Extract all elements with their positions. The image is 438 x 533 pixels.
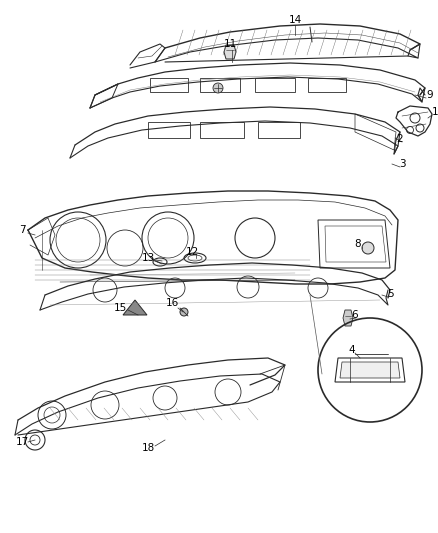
Text: 17: 17 (15, 437, 28, 447)
Polygon shape (123, 300, 147, 315)
Text: 18: 18 (141, 443, 155, 453)
Text: 16: 16 (166, 298, 179, 308)
Circle shape (213, 83, 223, 93)
Text: 12: 12 (185, 247, 198, 257)
Polygon shape (340, 362, 400, 378)
Text: 11: 11 (223, 39, 237, 49)
Text: 13: 13 (141, 253, 155, 263)
Text: 5: 5 (387, 289, 393, 299)
Text: 15: 15 (113, 303, 127, 313)
Text: 3: 3 (399, 159, 405, 169)
Circle shape (362, 242, 374, 254)
Polygon shape (224, 45, 236, 59)
Text: 14: 14 (288, 15, 302, 25)
Polygon shape (343, 310, 353, 326)
Text: 8: 8 (355, 239, 361, 249)
Circle shape (180, 308, 188, 316)
Text: 7: 7 (19, 225, 25, 235)
Text: 1: 1 (432, 107, 438, 117)
Text: 2: 2 (397, 134, 403, 144)
Text: 4: 4 (349, 345, 355, 355)
Text: 9: 9 (427, 90, 433, 100)
Text: 6: 6 (352, 310, 358, 320)
